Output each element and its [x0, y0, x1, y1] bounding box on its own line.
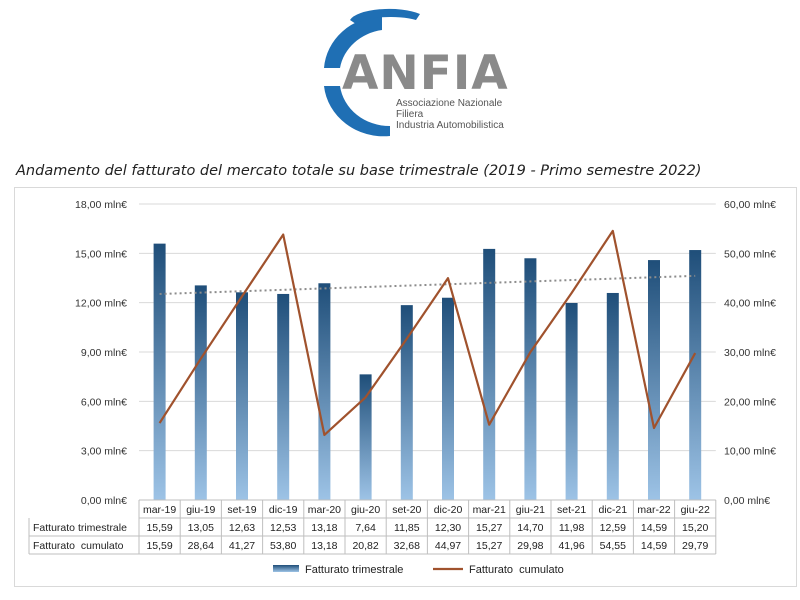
logo-subtitle-line-1: Associazione Nazionale [396, 98, 503, 109]
bar [648, 260, 660, 500]
left-axis-tick-label: 9,00 mln€ [81, 347, 127, 359]
right-axis-tick-label: 40,00 mln€ [724, 298, 776, 310]
grid-layer [139, 203, 716, 501]
category-label: dic-20 [434, 504, 463, 516]
table-row-label: Fatturato trimestrale [33, 522, 127, 534]
chart-svg: 0,00 mln€ 3,00 mln€ 6,00 mln€ 9,00 mln€ 12,0… [28, 199, 776, 576]
left-axis-tick-label: 12,00 mln€ [75, 298, 127, 310]
chart-title: Andamento del fatturato del mercato tota… [16, 163, 702, 179]
table-value: 28,64 [188, 540, 214, 552]
table-value: 44,97 [435, 540, 461, 552]
legend-label: Fatturato trimestrale [305, 564, 403, 576]
table-value: 53,80 [270, 540, 296, 552]
bar [483, 248, 496, 500]
line-layer [158, 229, 697, 437]
table-value: 15,20 [682, 522, 708, 534]
trendline [159, 274, 696, 295]
category-label: mar-19 [143, 504, 176, 516]
table-value: 32,68 [394, 540, 420, 552]
legend: Fatturato trimestrale Fatturato cumulato [273, 564, 564, 576]
right-axis-tick-label: 20,00 mln€ [724, 396, 776, 408]
category-label: set-20 [392, 504, 421, 516]
table-value: 7,64 [355, 522, 376, 534]
category-label: mar-21 [473, 504, 506, 516]
table-value: 15,27 [476, 522, 502, 534]
left-axis-tick-label: 0,00 mln€ [81, 495, 127, 507]
category-label: mar-20 [308, 504, 341, 516]
table-value: 20,82 [352, 540, 378, 552]
category-label: dic-21 [598, 504, 627, 516]
category-label: dic-19 [269, 504, 298, 516]
bars-layer [153, 243, 702, 500]
table-value: 12,63 [229, 522, 255, 534]
left-axis-tick-label: 3,00 mln€ [81, 446, 127, 458]
left-axis-tick-label: 18,00 mln€ [75, 199, 127, 211]
right-axis-tick-label: 50,00 mln€ [724, 248, 776, 260]
chart-container: 0,00 mln€ 3,00 mln€ 6,00 mln€ 9,00 mln€ 12,0… [14, 187, 797, 587]
table-value: 29,79 [682, 540, 708, 552]
table-value: 54,55 [600, 540, 626, 552]
cumulative-line [158, 229, 697, 437]
bar [194, 285, 207, 500]
right-axis-tick-label: 0,00 mln€ [724, 495, 770, 507]
table-value: 29,98 [517, 540, 543, 552]
table-value: 14,70 [517, 522, 543, 534]
bar [606, 292, 619, 500]
table-value: 15,59 [146, 540, 172, 552]
left-axis-tick-label: 15,00 mln€ [75, 248, 127, 260]
table-value: 12,30 [435, 522, 461, 534]
bar [565, 302, 578, 500]
table-value: 12,59 [600, 522, 626, 534]
logo-subtitle-line-2: Filiera [396, 109, 424, 120]
table-value: 41,27 [229, 540, 255, 552]
table-value: 15,27 [476, 540, 502, 552]
trend-layer [159, 274, 696, 295]
table-value: 13,18 [311, 522, 337, 534]
table-value: 11,98 [559, 522, 585, 534]
table-value: 41,96 [558, 540, 584, 552]
bar [153, 243, 166, 500]
bar [524, 258, 537, 500]
table-value: 15,59 [146, 522, 172, 534]
category-label: set-19 [227, 504, 256, 516]
table-value: 13,05 [188, 522, 214, 534]
axes-layer: 0,00 mln€ 3,00 mln€ 6,00 mln€ 9,00 mln€ 12,0… [75, 199, 776, 507]
bar [689, 250, 702, 500]
left-axis-tick-label: 6,00 mln€ [81, 396, 127, 408]
bar [400, 305, 413, 500]
right-axis-tick-label: 10,00 mln€ [724, 446, 776, 458]
bar [318, 283, 331, 500]
category-label: mar-22 [637, 504, 670, 516]
table-value: 12,53 [270, 522, 296, 534]
data-table: mar-19 giu-19 set-19 dic-19 mar-20 giu-20 set-… [28, 499, 717, 555]
logo-subtitle-line-3: Industria Automobilistica [396, 120, 504, 131]
logo-arc-upper [324, 16, 382, 68]
legend-swatch-bars [273, 565, 299, 572]
right-axis-tick-label: 60,00 mln€ [724, 199, 776, 211]
bar [277, 293, 290, 500]
category-label: giu-21 [516, 504, 545, 516]
category-label: giu-20 [351, 504, 380, 516]
table-value: 13,18 [311, 540, 337, 552]
table-value: 14,59 [641, 522, 667, 534]
table-value: 11,85 [394, 522, 420, 534]
right-axis-tick-label: 30,00 mln€ [724, 347, 776, 359]
anfia-logo [324, 8, 420, 137]
table-value: 14,59 [641, 540, 667, 552]
bar [359, 374, 372, 500]
category-label: giu-22 [681, 504, 710, 516]
table-row-label: Fatturato cumulato [33, 540, 124, 552]
legend-label: Fatturato cumulato [469, 564, 564, 576]
logo-arc-top [350, 8, 420, 24]
category-label: giu-19 [186, 504, 215, 516]
logo-text: ANFIA [342, 46, 509, 101]
category-label: set-21 [557, 504, 586, 516]
logo-arc-lower [324, 86, 390, 137]
bar [442, 297, 454, 500]
bar [236, 292, 248, 500]
